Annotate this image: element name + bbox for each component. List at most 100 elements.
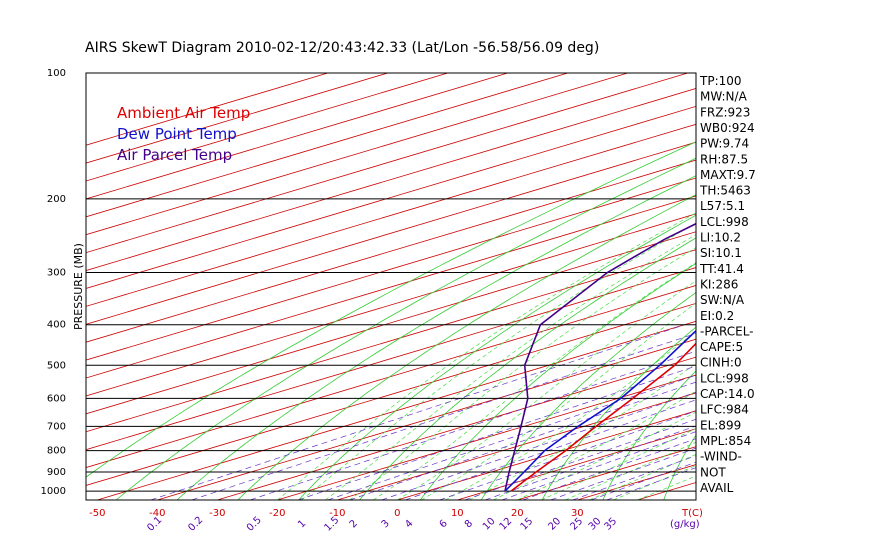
stat-line: EL:899 xyxy=(700,418,741,432)
moist-adiabat xyxy=(349,247,696,500)
stat-line: KI:286 xyxy=(700,277,738,291)
mixing-ratio-label: 20 xyxy=(546,516,563,533)
stat-line: LCL:998 xyxy=(700,371,749,385)
mixing-ratio-line xyxy=(464,418,696,500)
pressure-tick-label: 800 xyxy=(47,446,66,457)
mixing-ratio-label: 8 xyxy=(463,518,475,530)
mixing-ratio-line xyxy=(327,374,696,500)
pressure-tick-label: 200 xyxy=(47,194,66,205)
isotherm xyxy=(97,320,696,500)
stat-line: CINH:0 xyxy=(700,356,742,370)
isotherm xyxy=(337,392,696,500)
stat-line: L57:5.1 xyxy=(700,199,745,213)
pressure-tick-label: 100 xyxy=(47,68,66,79)
isotherm xyxy=(86,73,688,254)
stat-line: PW:9.74 xyxy=(700,137,749,151)
pressure-tick-label: 900 xyxy=(47,467,66,478)
stat-line: LCL:998 xyxy=(700,215,749,229)
pressure-tick-label: 700 xyxy=(47,421,66,432)
mixing-ratio-label: 2 xyxy=(348,518,360,530)
mixing-ratio-label: 1 xyxy=(296,518,308,530)
isotherm xyxy=(217,356,696,500)
plot-frame xyxy=(85,72,697,501)
isotherm xyxy=(86,249,696,433)
mixing-ratio-line xyxy=(297,365,696,500)
stat-line: TP:100 xyxy=(699,74,742,88)
isotherm xyxy=(86,195,696,379)
stat-line: SW:N/A xyxy=(700,293,745,307)
isotherm xyxy=(86,73,388,164)
moist-adiabat xyxy=(541,428,696,500)
dry-adiabat xyxy=(298,214,696,500)
stat-line: CAPE:5 xyxy=(700,340,743,354)
bottom-temp-tick-label: -30 xyxy=(209,508,225,519)
pressure-tick-label: 500 xyxy=(47,360,66,371)
bottom-temp-tick-label: 20 xyxy=(511,508,524,519)
dry-adiabat xyxy=(237,194,696,500)
mixing-ratio-line xyxy=(191,333,696,500)
pressure-tick-label: 400 xyxy=(47,320,66,331)
stat-line: SI:10.1 xyxy=(700,246,742,260)
stat-line: -PARCEL- xyxy=(700,324,754,338)
profiles xyxy=(504,222,696,492)
mixing-ratio-line xyxy=(439,410,696,500)
isotherm xyxy=(86,88,696,271)
mixing-ratio-label: 3 xyxy=(380,518,392,530)
legend-air-parcel-temp: Air Parcel Temp xyxy=(117,146,232,164)
dry-adiabat xyxy=(663,434,696,500)
stat-line: MAXT:9.7 xyxy=(700,168,756,182)
mixing-ratio-label: 35 xyxy=(602,516,619,533)
stat-line: MW:N/A xyxy=(700,90,748,104)
mixing-ratio-label: 30 xyxy=(587,516,604,533)
stat-line: EI:0.2 xyxy=(700,309,734,323)
mixing-ratio-line xyxy=(381,391,696,500)
bottom-temp-tick-label: -40 xyxy=(149,508,165,519)
dry-adiabat xyxy=(176,175,696,500)
dry-adiabat xyxy=(602,370,696,500)
stat-line: RH:87.5 xyxy=(700,152,748,166)
isotherm xyxy=(86,73,628,236)
isotherm xyxy=(86,159,696,343)
isotherm xyxy=(86,302,696,486)
mixing-ratio-label: 0.2 xyxy=(186,515,205,534)
moist-adiabat xyxy=(301,222,696,500)
isotherm xyxy=(86,177,696,361)
isotherm xyxy=(86,73,328,146)
bottom-temp-tick-label: -20 xyxy=(269,508,285,519)
stat-line: LI:10.2 xyxy=(700,231,741,245)
isotherm xyxy=(277,374,696,500)
dry-adiabat xyxy=(115,157,696,500)
moist-adiabat xyxy=(493,390,696,500)
bottom-temp-tick-label: 10 xyxy=(451,508,464,519)
isotherm xyxy=(86,285,696,468)
mixing-ratio-label: 0.5 xyxy=(245,515,264,534)
isotherm xyxy=(157,338,696,500)
legend-dew-point-temp: Dew Point Temp xyxy=(117,125,237,143)
moist-adiabat xyxy=(565,441,696,500)
mixing-ratio-line xyxy=(150,324,686,500)
chart-title: AIRS SkewT Diagram 2010-02-12/20:43:42.3… xyxy=(85,40,599,56)
isotherm xyxy=(86,141,696,325)
dry-adiabat xyxy=(785,73,870,500)
isotherm xyxy=(757,73,870,500)
mixing-ratio-line xyxy=(484,425,696,500)
mixing-ratio-label: 4 xyxy=(403,518,415,530)
moist-adiabat xyxy=(373,262,696,500)
bottom-temp-tick-label: -50 xyxy=(89,508,105,519)
mixing-ratio-unit: (g/kg) xyxy=(670,519,700,530)
axis-ticks: 1002003004005006007008009001000-120-110-… xyxy=(41,68,703,534)
bottom-temp-tick-label: 0 xyxy=(394,508,400,519)
stat-line: TT:41.4 xyxy=(699,262,744,276)
stat-line: AVAIL xyxy=(700,481,734,495)
y-axis-label: PRESSURE (MB) xyxy=(72,243,85,330)
dry-adiabat xyxy=(480,292,696,500)
profile-dew-point-temp xyxy=(504,329,696,492)
dry-adiabat xyxy=(86,141,696,478)
dry-adiabat xyxy=(541,326,696,500)
profile-ambient-air-temp xyxy=(510,342,696,492)
isotherm xyxy=(86,213,696,397)
mixing-ratio-line xyxy=(501,431,696,500)
isotherm xyxy=(397,410,696,500)
isotherm xyxy=(86,73,508,200)
